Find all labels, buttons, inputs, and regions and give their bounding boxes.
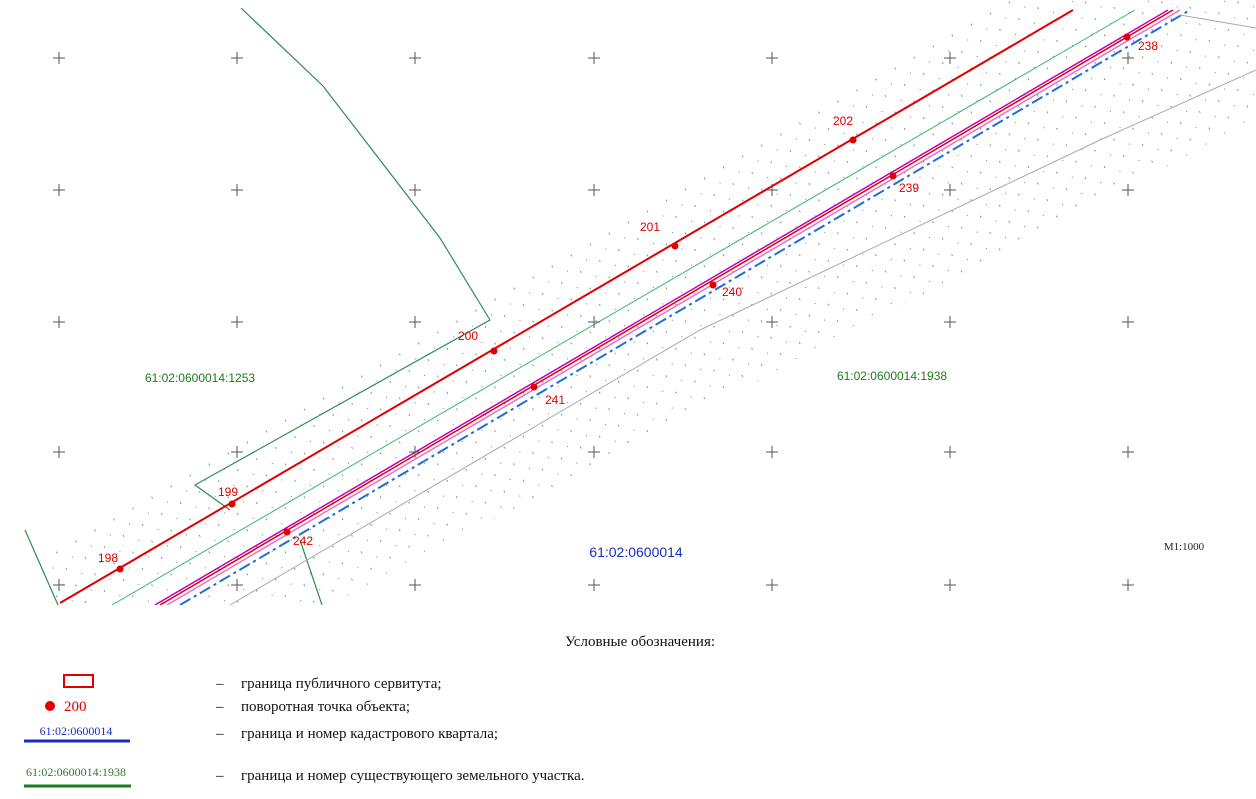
grid-cross [588, 579, 600, 591]
turning-point [490, 347, 498, 355]
grid-cross [766, 184, 778, 196]
legend-description: граница и номер существующего земельного… [241, 768, 584, 784]
grid-cross [409, 579, 421, 591]
map: 198 199 200 201 202 238 239 240 241 242 61:02:060… [24, 0, 1256, 605]
grid-cross [53, 446, 65, 458]
quarter-boundary [179, 9, 1191, 605]
road-edge [1179, 14, 1256, 29]
terrain-texture [40, 0, 1256, 605]
point-label: 198 [98, 551, 118, 565]
turning-point [671, 242, 679, 250]
grid-crosses [53, 52, 1134, 591]
grid-cross [588, 446, 600, 458]
turning-point [228, 500, 236, 508]
grid-cross [409, 52, 421, 64]
legend-quarter-sample: 61:02:0600014 [40, 724, 113, 738]
legend: Условные обозначения: 200 61:02:0600014 … [24, 634, 715, 788]
point-label: 202 [833, 114, 853, 128]
easement-boundary [59, 9, 1074, 604]
legend-description: поворотная точка объекта; [241, 699, 410, 715]
parcel-label: 61:02:0600014:1253 [145, 371, 255, 385]
legend-separator: – [215, 699, 224, 715]
turning-point [849, 136, 857, 144]
turning-points: 198 199 200 201 202 238 239 240 241 242 [98, 33, 1158, 573]
grid-cross [1122, 52, 1134, 64]
grid-cross [1122, 184, 1134, 196]
grid-cross [766, 579, 778, 591]
turning-point [283, 528, 291, 536]
legend-items: – граница публичного сервитута; – поворотна… [215, 676, 584, 784]
grid-cross [231, 184, 243, 196]
scale-label: M1:1000 [1164, 541, 1205, 553]
grid-cross [231, 579, 243, 591]
grid-cross [588, 184, 600, 196]
legend-title: Условные обозначения: [565, 634, 715, 650]
point-label: 200 [458, 329, 478, 343]
point-label: 201 [640, 220, 660, 234]
parcel-boundary [193, 7, 491, 511]
grid-cross [944, 579, 956, 591]
grid-cross [1122, 579, 1134, 591]
parcel-boundary [299, 539, 323, 605]
point-label: 242 [293, 534, 313, 548]
parcel-boundary [24, 529, 59, 605]
grid-cross [588, 316, 600, 328]
grid-cross [231, 316, 243, 328]
grid-cross [944, 52, 956, 64]
quarter-label: 61:02:0600014 [589, 544, 683, 560]
legend-point-sample: 200 [64, 699, 87, 715]
grid-cross [53, 184, 65, 196]
grid-cross [409, 316, 421, 328]
legend-swatch-easement [63, 674, 94, 688]
grid-cross [53, 579, 65, 591]
utility-line [166, 9, 1181, 605]
road-edge [229, 69, 1256, 605]
grid-cross [231, 446, 243, 458]
grid-cross [588, 52, 600, 64]
legend-separator: – [215, 768, 224, 784]
grid-cross [409, 184, 421, 196]
grid-cross [766, 52, 778, 64]
parcel-label: 61:02:0600014:1938 [837, 369, 947, 383]
point-label: 199 [218, 485, 238, 499]
turning-point [1123, 33, 1131, 41]
grid-cross [53, 52, 65, 64]
legend-swatch-point [45, 701, 55, 711]
point-label: 239 [899, 181, 919, 195]
grid-cross [944, 184, 956, 196]
utility-line [154, 9, 1169, 605]
turning-point [889, 172, 897, 180]
grid-cross [409, 446, 421, 458]
grid-cross [944, 316, 956, 328]
grid-cross [766, 316, 778, 328]
turning-point [709, 281, 717, 289]
legend-separator: – [215, 676, 224, 692]
legend-description: граница публичного сервитута; [241, 676, 442, 692]
legend-description: граница и номер кадастрового квартала; [241, 726, 498, 742]
point-label: 238 [1138, 39, 1158, 53]
easement-boundary [159, 9, 1174, 605]
turning-point [116, 565, 124, 573]
grid-cross [231, 52, 243, 64]
legend-parcel-sample: 61:02:0600014:1938 [26, 765, 126, 779]
contour-line [111, 9, 1136, 605]
legend-separator: – [215, 726, 224, 742]
grid-cross [1122, 446, 1134, 458]
grid-cross [944, 446, 956, 458]
grid-cross [53, 316, 65, 328]
grid-cross [1122, 316, 1134, 328]
point-label: 240 [722, 285, 742, 299]
turning-point [530, 383, 538, 391]
point-label: 241 [545, 393, 565, 407]
grid-cross [766, 446, 778, 458]
